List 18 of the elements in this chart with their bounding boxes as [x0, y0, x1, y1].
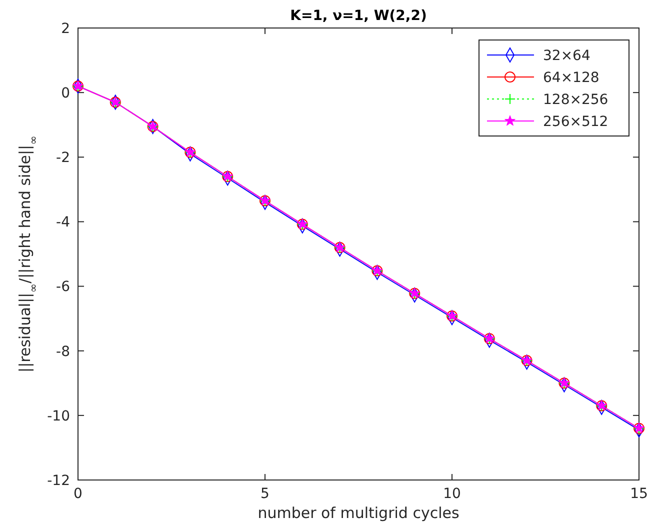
y-tick-label: -4	[56, 214, 70, 231]
y-tick-label: -8	[56, 344, 70, 360]
x-tick-label: 10	[443, 486, 461, 502]
x-tick-label: 15	[630, 486, 647, 502]
chart-title: K=1, ν=1, W(2,2)	[290, 8, 427, 24]
legend-label: 32×64	[543, 48, 590, 64]
y-tick-label: 2	[61, 20, 70, 37]
y-tick-label: 0	[61, 85, 70, 102]
y-tick-label: -6	[56, 279, 70, 296]
x-tick-label: 0	[74, 486, 82, 502]
y-tick-label: -12	[47, 472, 70, 489]
legend-label: 128×256	[543, 92, 608, 108]
x-tick-label: 5	[260, 486, 270, 502]
legend-label: 256×512	[543, 114, 608, 130]
x-axis-title: number of multigrid cycles	[258, 504, 460, 522]
y-tick-label: -10	[47, 408, 70, 424]
y-tick-label: -2	[56, 150, 70, 166]
legend-label: 64×128	[543, 70, 600, 86]
